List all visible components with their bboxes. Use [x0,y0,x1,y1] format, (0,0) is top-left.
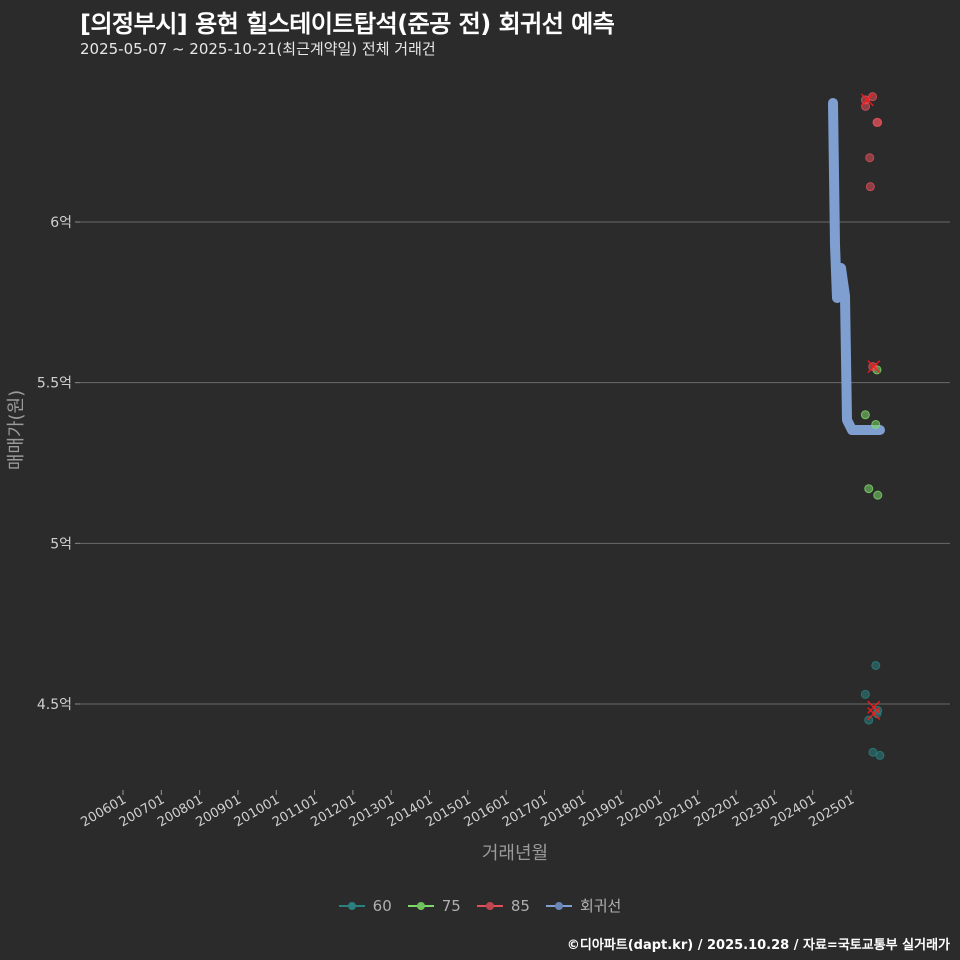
legend-key-75-icon [407,896,434,916]
data-point-75 [860,410,870,420]
chart-title: [의정부시] 용현 힐스테이트탑석(준공 전) 회귀선 예측 [80,10,615,38]
y-tick-label: 4.5억 [37,697,72,713]
regression-path [828,98,885,435]
data-point-85 [872,117,882,127]
legend-key-60-icon [338,896,365,916]
data-point-60 [860,689,870,699]
legend-label: 75 [441,896,461,915]
legend-label: 60 [372,896,392,915]
data-point-85 [865,153,875,163]
legend-item-85: 85 [476,896,530,916]
y-tick-label: 6억 [50,215,72,231]
data-point-75 [873,490,883,500]
chart-subtitle: 2025-05-07 ~ 2025-10-21(최근계약일) 전체 거래건 [80,40,436,58]
y-tick-label: 5억 [50,536,72,552]
legend: 60 75 85 회귀선 [0,895,960,916]
legend-key-85-icon [476,896,503,916]
legend-item-regression: 회귀선 [545,895,622,916]
data-point-75 [864,484,874,494]
x-axis: 2006012007012008012009012010012011012012… [79,790,857,830]
source-caption: ©디아파트(dapt.kr) / 2025.10.28 / 자료=국토교통부 실… [566,938,950,953]
cancel-x-icon [867,700,881,714]
cancel-x-icon [860,93,874,107]
cancel-x-icon [867,360,881,374]
legend-key-regression-icon [545,896,572,916]
grid-lines [80,221,950,705]
cancel-marks [860,93,881,721]
legend-label: 회귀선 [579,897,622,915]
data-point-85 [865,182,875,192]
data-point-60 [875,750,885,760]
legend-item-75: 75 [407,896,461,916]
data-point-75 [871,419,881,429]
regression-line [828,98,885,435]
data-point-85 [868,92,878,102]
legend-item-60: 60 [338,896,392,916]
data-point-60 [864,715,874,725]
data-point-60 [871,660,881,670]
cancel-x-icon [867,707,881,721]
y-tick-label: 5.5억 [37,376,72,392]
x-axis-label: 거래년월 [482,843,548,864]
legend-label: 85 [510,896,530,915]
y-axis: 4.5억 5억 5.5억 6억 [37,215,80,713]
y-axis-label: 매매가(원) [6,390,27,470]
